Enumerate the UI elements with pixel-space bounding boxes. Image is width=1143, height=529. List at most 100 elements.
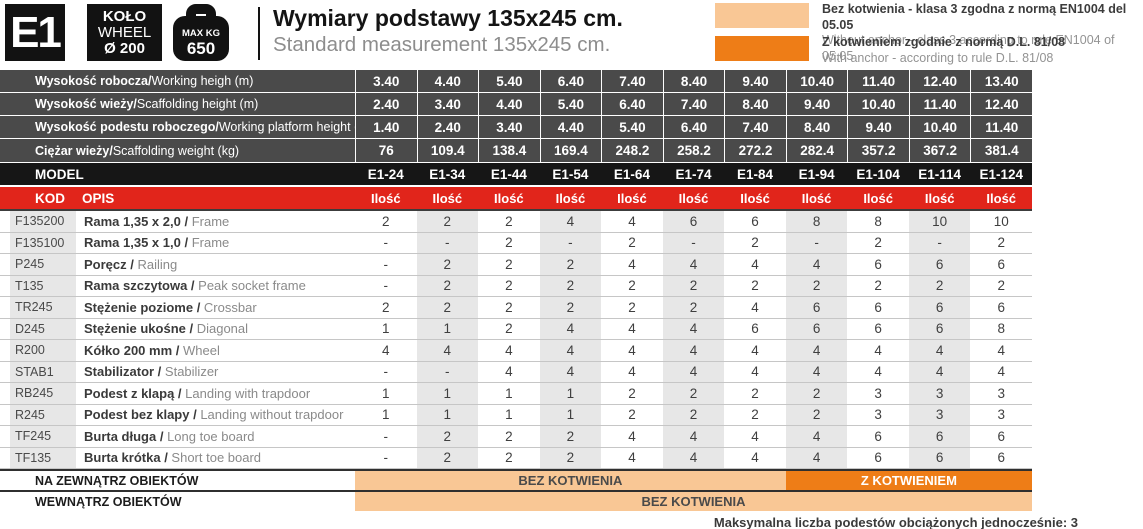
part-qty: 2: [628, 235, 636, 251]
part-qty: 4: [539, 211, 602, 232]
part-description-en: Wheel: [182, 342, 220, 358]
part-description: Kółko 200 mm / Wheel: [84, 343, 220, 358]
part-qty: 3: [997, 385, 1005, 401]
part-qty: 6: [785, 318, 848, 339]
part-label: RB245 Podest z klapą / Landing with trapd…: [0, 383, 355, 404]
part-qty: 2: [874, 278, 882, 294]
part-description-en: Diagonal: [196, 321, 249, 337]
part-qty: 1: [382, 321, 390, 337]
qty-header: Ilość: [555, 190, 586, 206]
part-qty: 1: [505, 407, 513, 423]
part-code: R245: [10, 404, 76, 425]
spec-value: 282.4: [785, 139, 848, 162]
part-qty: 2: [505, 213, 513, 229]
part-qty: 2: [505, 299, 513, 315]
spec-value: 11.40: [908, 93, 971, 115]
part-qty: 6: [997, 256, 1005, 272]
part-code: TF245: [10, 426, 76, 447]
part-qty: 4: [997, 364, 1005, 380]
part-code: STAB1: [10, 361, 76, 382]
legend-swatch-without-anchor: [715, 3, 809, 28]
spec-value: 248.2: [601, 139, 663, 162]
part-description: Burta krótka / Short toe board: [84, 450, 261, 465]
spec-row: Ciężar wieży/Scaffolding weight (kg) 76 10…: [0, 139, 1032, 162]
spec-row-label: Wysokość robocza/Working heigh (m): [0, 70, 355, 92]
part-row: R200 Kółko 200 mm / Wheel 4 4 4 4 4 4 4 4 4 4 4: [0, 340, 1032, 362]
part-qty: 2: [662, 297, 725, 318]
part-qty: 6: [662, 211, 725, 232]
model-name: E1-64: [613, 166, 650, 182]
part-description-pl: Burta krótka /: [84, 450, 172, 466]
qty-header: Ilość: [863, 190, 893, 206]
max-weight-label: MAX KG: [182, 28, 220, 39]
part-qty: 6: [908, 318, 971, 339]
model-name: E1-44: [490, 166, 527, 182]
part-qty: 4: [662, 254, 725, 275]
part-description: Stężenie poziome / Crossbar: [84, 300, 257, 315]
part-description-pl: Rama 1,35 x 1,0 /: [84, 235, 192, 251]
spec-value: 272.2: [724, 139, 786, 162]
part-description-en: Landing with trapdoor: [185, 385, 311, 401]
spec-value: 1.40: [355, 116, 417, 138]
usage-band-without: BEZ KOTWIENIA: [355, 471, 786, 490]
part-qty: 2: [785, 383, 848, 404]
part-description: Podest bez klapy / Landing without trapd…: [84, 407, 343, 422]
part-label: T135 Rama szczytowa / Peak socket frame: [0, 275, 355, 296]
part-qty: -: [383, 450, 389, 466]
part-qty: 4: [751, 342, 759, 358]
part-qty: 2: [751, 278, 759, 294]
model-name: E1-54: [552, 166, 589, 182]
part-code: RB245: [10, 383, 76, 404]
part-qty: 4: [662, 340, 725, 361]
part-qty: 2: [382, 299, 390, 315]
part-qty: 2: [751, 407, 759, 423]
part-qty: 4: [539, 361, 602, 382]
part-qty: 4: [628, 321, 636, 337]
part-qty: 4: [751, 364, 759, 380]
part-qty: 2: [416, 297, 479, 318]
spec-label-en: Working heigh (m): [151, 74, 254, 88]
part-qty: 2: [628, 278, 636, 294]
part-row: D245 Stężenie ukośne / Diagonal 1 1 2 4 4 4 6 6 6 6…: [0, 318, 1032, 340]
legend-without-pl: Bez kotwienia - klasa 3 zgodna z normą E…: [822, 2, 1127, 32]
spec-value: 357.2: [847, 139, 909, 162]
page-header: E1 KOŁO WHEEL Ø 200 MAX KG 650 Wymiary p…: [0, 0, 1143, 70]
spec-value: 169.4: [539, 139, 602, 162]
spec-row-label: Wysokość wieży/Scaffolding height (m): [0, 93, 355, 115]
part-row: RB245 Podest z klapą / Landing with trapd…: [0, 383, 1032, 405]
part-qty: 6: [908, 426, 971, 447]
part-qty: 1: [416, 318, 479, 339]
spec-row: Wysokość wieży/Scaffolding height (m) 2.4…: [0, 93, 1032, 116]
spec-value: 8.40: [662, 70, 725, 92]
spec-value: 6.40: [539, 70, 602, 92]
part-qty: 6: [908, 254, 971, 275]
part-qty: 2: [785, 404, 848, 425]
part-description-en: Crossbar: [203, 299, 257, 315]
part-description-pl: Stężenie poziome /: [84, 299, 204, 315]
spec-value: 3.40: [355, 70, 417, 92]
part-qty: 4: [628, 450, 636, 466]
part-qty: 2: [785, 275, 848, 296]
part-qty: 4: [539, 318, 602, 339]
spec-value: 2.40: [355, 93, 417, 115]
wheel-badge: KOŁO WHEEL Ø 200: [87, 4, 162, 61]
spec-value: 6.40: [662, 116, 725, 138]
part-row: T135 Rama szczytowa / Peak socket frame - 2…: [0, 275, 1032, 297]
part-row: R245 Podest bez klapy / Landing without t…: [0, 404, 1032, 426]
part-qty: 1: [416, 383, 479, 404]
model-name: E1-24: [367, 166, 404, 182]
part-description-en: Railing: [137, 256, 178, 272]
part-qty: 6: [874, 428, 882, 444]
spec-value: 3.40: [416, 93, 479, 115]
part-label: F135200 Rama 1,35 x 2,0 / Frame: [0, 211, 355, 232]
part-row: TR245 Stężenie poziome / Crossbar 2 2 2 2 2 2 4 6…: [0, 297, 1032, 319]
model-name: E1-104: [856, 166, 900, 182]
part-label: F135100 Rama 1,35 x 1,0 / Frame: [0, 232, 355, 253]
part-row: STAB1 Stabilizator / Stabilizer - - 4 4 4 4 4 4 4 4…: [0, 361, 1032, 383]
part-description-pl: Stężenie ukośne /: [84, 321, 197, 337]
spec-value: 7.40: [662, 93, 725, 115]
part-description-en: Short toe board: [171, 450, 262, 466]
usage-label: NA ZEWNĄTRZ OBIEKTÓW: [35, 473, 199, 488]
part-qty: 6: [874, 299, 882, 315]
part-qty: 2: [416, 426, 479, 447]
